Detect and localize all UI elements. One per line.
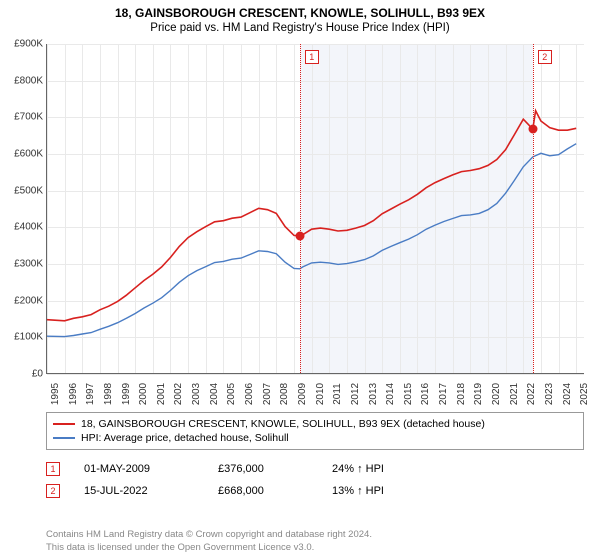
marker-vline	[533, 44, 534, 373]
y-axis-label: £0	[1, 369, 43, 380]
y-axis-label: £500K	[1, 185, 43, 196]
x-axis-label: 2008	[279, 383, 290, 405]
x-axis-label: 2000	[138, 383, 149, 405]
x-axis-label: 2022	[526, 383, 537, 405]
x-axis-label: 2023	[544, 383, 555, 405]
sale-marker-box: 1	[46, 462, 60, 476]
marker-dot	[295, 232, 304, 241]
x-axis-label: 2024	[562, 383, 573, 405]
x-axis-label: 2006	[244, 383, 255, 405]
marker-box: 2	[538, 50, 552, 64]
y-axis-label: £900K	[1, 39, 43, 50]
sale-marker-box: 2	[46, 484, 60, 498]
footer-line: Contains HM Land Registry data © Crown c…	[46, 529, 372, 541]
legend-label: 18, GAINSBOROUGH CRESCENT, KNOWLE, SOLIH…	[81, 418, 485, 430]
legend-item-hpi: HPI: Average price, detached house, Soli…	[53, 431, 577, 445]
x-axis-label: 2013	[368, 383, 379, 405]
x-axis-label: 2014	[385, 383, 396, 405]
sale-row: 1 01-MAY-2009 £376,000 24% ↑ HPI	[46, 458, 584, 480]
series-hpi	[47, 144, 576, 337]
sale-date: 15-JUL-2022	[84, 485, 194, 497]
x-axis-label: 2007	[262, 383, 273, 405]
x-axis-label: 1995	[50, 383, 61, 405]
x-axis-label: 2020	[491, 383, 502, 405]
chart-title: 18, GAINSBOROUGH CRESCENT, KNOWLE, SOLIH…	[0, 0, 600, 20]
chart-subtitle: Price paid vs. HM Land Registry's House …	[0, 20, 600, 38]
y-axis-label: £100K	[1, 332, 43, 343]
x-axis-label: 2021	[509, 383, 520, 405]
footer-attribution: Contains HM Land Registry data © Crown c…	[46, 529, 372, 554]
x-axis-label: 1999	[121, 383, 132, 405]
x-axis-label: 1996	[68, 383, 79, 405]
marker-box: 1	[305, 50, 319, 64]
sale-price: £376,000	[218, 463, 308, 475]
x-axis-label: 2003	[191, 383, 202, 405]
y-axis-label: £600K	[1, 149, 43, 160]
y-axis-label: £700K	[1, 112, 43, 123]
chart-plot-area: £0£100K£200K£300K£400K£500K£600K£700K£80…	[46, 44, 584, 374]
x-axis-label: 2005	[226, 383, 237, 405]
x-axis-label: 2011	[332, 383, 343, 405]
x-axis-label: 2002	[173, 383, 184, 405]
x-axis-label: 1998	[103, 383, 114, 405]
x-axis-label: 2019	[473, 383, 484, 405]
x-axis-label: 2025	[579, 383, 590, 405]
sales-table: 1 01-MAY-2009 £376,000 24% ↑ HPI 2 15-JUL-202…	[46, 458, 584, 502]
x-axis-label: 2004	[209, 383, 220, 405]
series-property	[47, 111, 576, 321]
x-axis-label: 2017	[438, 383, 449, 405]
legend-label: HPI: Average price, detached house, Soli…	[81, 432, 289, 444]
marker-dot	[528, 125, 537, 134]
y-axis-label: £300K	[1, 259, 43, 270]
x-axis-label: 2016	[420, 383, 431, 405]
x-axis-label: 2012	[350, 383, 361, 405]
x-axis-label: 2018	[456, 383, 467, 405]
y-axis-label: £400K	[1, 222, 43, 233]
legend-swatch	[53, 423, 75, 425]
y-axis-label: £200K	[1, 295, 43, 306]
sale-pct: 24% ↑ HPI	[332, 463, 442, 475]
sale-row: 2 15-JUL-2022 £668,000 13% ↑ HPI	[46, 480, 584, 502]
x-axis-label: 2010	[315, 383, 326, 405]
chart-lines	[47, 44, 584, 373]
sale-date: 01-MAY-2009	[84, 463, 194, 475]
sale-pct: 13% ↑ HPI	[332, 485, 442, 497]
legend: 18, GAINSBOROUGH CRESCENT, KNOWLE, SOLIH…	[46, 412, 584, 450]
x-axis-label: 2001	[156, 383, 167, 405]
legend-swatch	[53, 437, 75, 439]
x-axis-label: 2015	[403, 383, 414, 405]
x-axis-label: 1997	[85, 383, 96, 405]
marker-vline	[300, 44, 301, 373]
legend-item-property: 18, GAINSBOROUGH CRESCENT, KNOWLE, SOLIH…	[53, 417, 577, 431]
y-axis-label: £800K	[1, 75, 43, 86]
sale-price: £668,000	[218, 485, 308, 497]
footer-line: This data is licensed under the Open Gov…	[46, 542, 372, 554]
x-axis-label: 2009	[297, 383, 308, 405]
